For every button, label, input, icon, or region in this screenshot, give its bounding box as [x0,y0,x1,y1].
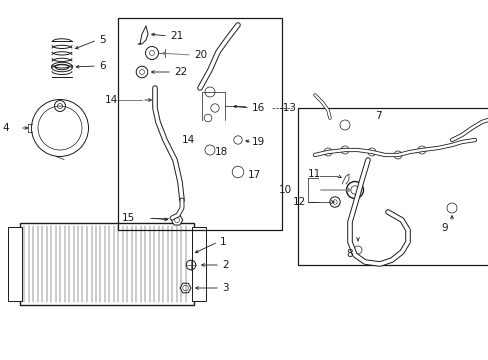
Text: 10: 10 [278,185,291,195]
Text: 16: 16 [251,103,264,113]
Text: 14: 14 [182,135,195,145]
Text: 22: 22 [174,67,187,77]
Text: 3: 3 [222,283,228,293]
Text: 8: 8 [346,249,353,259]
Circle shape [367,148,375,156]
Text: 6: 6 [99,61,105,71]
Text: 19: 19 [251,137,264,147]
Bar [192,227,205,301]
Circle shape [340,146,348,154]
Text: 14: 14 [104,95,118,105]
Text: 21: 21 [170,31,183,41]
Text: 11: 11 [307,169,321,179]
Circle shape [417,146,425,154]
Text: 2: 2 [222,260,228,270]
Text: 18: 18 [215,147,228,157]
Circle shape [393,151,401,159]
Bar [297,108,488,265]
Bar [8,227,22,301]
Circle shape [324,148,331,156]
Bar [20,223,194,305]
Text: 4: 4 [2,123,9,133]
Text: 12: 12 [292,197,305,207]
Text: 1: 1 [220,237,226,247]
Text: 20: 20 [194,50,207,60]
Text: 9: 9 [441,223,447,233]
Text: 15: 15 [122,213,135,223]
Bar [118,18,282,230]
Text: -13: -13 [280,103,296,113]
Text: 5: 5 [99,35,105,45]
Text: 17: 17 [247,170,261,180]
Text: 7: 7 [374,111,381,121]
